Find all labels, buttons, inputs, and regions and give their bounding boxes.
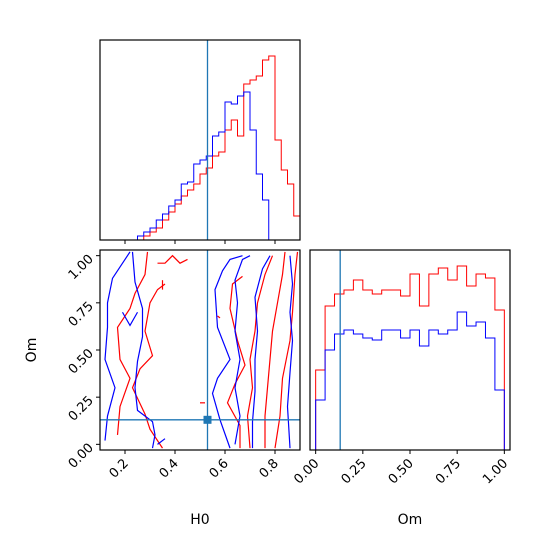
contour-blue-line [251,255,271,449]
om-histogram-plot-area [315,250,505,450]
x-axis-label-om: Om [398,512,423,528]
contour-red-line [274,251,299,449]
x-axis-label-h0: H0 [190,512,209,528]
contour-y-tick-label: 0.50 [66,346,97,377]
h0-histogram-frame [99,39,301,241]
contour-x-tick-label: 0.8 [257,456,282,481]
om-histogram-x-tick-label: 0.50 [386,456,417,487]
h0-histogram-red-series [100,55,300,240]
contour-y-tick-label: 0.25 [66,393,97,424]
contour-y-tick-label: 0.00 [66,441,97,472]
contour-red-line [226,275,246,449]
contour-truth-marker [203,415,212,424]
h0-om-contour-panel: 0.2 0.4 0.6 0.8 0.00 0.25 0.50 0.75 1.00 [66,249,301,481]
om-histogram-x-tick-label: 0.25 [339,456,370,487]
om-histogram-x-tick-label: 1.00 [480,456,511,487]
contour-x-tick-label: 0.4 [157,456,182,481]
h0-histogram-plot-area [100,40,300,240]
h0-histogram-blue-series [100,91,300,240]
contour-plot-area [100,250,300,450]
contour-blue-line [234,255,251,445]
contour-red-line [116,251,149,435]
contour-red-line [246,255,274,449]
om-histogram-x-tick-label: 0.75 [433,456,464,487]
om-histogram-red-series [315,265,505,450]
contour-red-line [264,251,286,449]
h0-histogram-panel [99,39,301,244]
contour-blue-line [157,438,166,445]
contour-red-line [131,283,166,449]
contour-blue-line [131,251,156,449]
contour-blue-line [104,251,131,441]
contour-x-tick-label: 0.6 [207,456,232,481]
y-axis-label-om: Om [24,338,40,363]
contour-blue-line [211,255,243,449]
contour-red-line [157,254,188,264]
contour-blue-line [121,311,139,327]
om-histogram-x-tick-label: 0.00 [291,456,322,487]
contour-y-tick-label: 1.00 [66,252,97,283]
contour-y-tick-label: 0.75 [66,299,97,330]
contour-blue-line [286,255,294,449]
contour-x-tick-label: 0.2 [107,456,132,481]
om-histogram-panel: 0.00 0.25 0.50 0.75 1.00 [291,249,511,487]
om-histogram-blue-series [315,311,505,450]
contour-red-line [217,315,221,319]
